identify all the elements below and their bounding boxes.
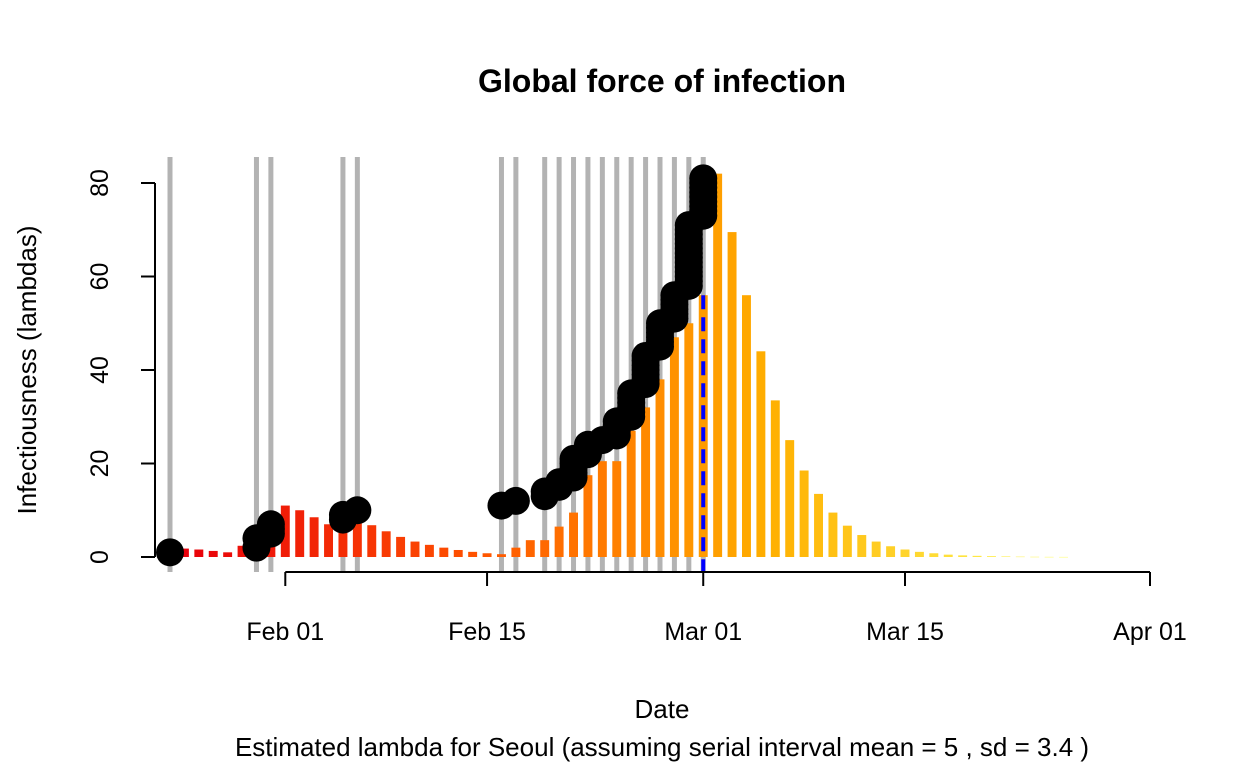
lambda-bar	[641, 407, 651, 557]
lambda-bar	[583, 475, 593, 557]
lambda-bar	[453, 549, 463, 557]
lambda-bar	[958, 555, 968, 557]
lambda-bar	[626, 430, 636, 557]
lambda-bar	[439, 547, 449, 557]
y-tick-label: 40	[86, 356, 114, 384]
lambda-bar	[972, 555, 982, 557]
case-point	[156, 538, 184, 567]
lambda-bar	[424, 544, 434, 557]
lambda-bar	[280, 505, 290, 557]
lambda-bar	[713, 173, 723, 557]
lambda-bar	[525, 540, 535, 557]
lambda-bar	[352, 519, 362, 557]
y-tick-label: 60	[86, 263, 114, 291]
x-tick-label: Mar 01	[664, 618, 742, 646]
x-axis-label: Date	[635, 694, 690, 724]
lambda-bar	[569, 512, 578, 557]
lambda-bar	[742, 295, 751, 557]
lambda-bar	[612, 461, 622, 557]
lambda-bar	[900, 549, 910, 557]
lambda-bar	[511, 547, 521, 557]
lambda-bars	[179, 173, 1068, 558]
lambda-bar	[929, 553, 939, 557]
lambda-bar	[814, 493, 823, 557]
lambda-bar	[410, 541, 420, 557]
lambda-bar	[237, 545, 247, 557]
case-point	[343, 496, 372, 525]
lambda-bar	[309, 517, 319, 557]
lambda-bar	[540, 540, 550, 557]
lambda-bar	[367, 525, 377, 557]
lambda-bar	[1044, 556, 1054, 558]
lambda-bar	[799, 470, 809, 557]
x-axis: Feb 01 Feb 15 Mar 01 Mar 15 Apr 01	[246, 571, 1187, 646]
lambda-bar	[381, 531, 391, 557]
chart-title: Global force of infection	[478, 63, 846, 99]
lambda-bar	[857, 535, 867, 557]
case-point	[501, 486, 530, 515]
lambda-bar	[770, 400, 780, 557]
lambda-bar	[208, 550, 218, 557]
y-tick-label: 20	[86, 450, 114, 478]
lambda-bar	[756, 351, 766, 557]
case-date-lines	[167, 157, 706, 572]
x-tick-label: Apr 01	[1113, 618, 1187, 646]
observed-case-points	[156, 164, 718, 567]
lambda-bar	[194, 549, 204, 557]
lambda-bar	[698, 295, 708, 557]
lambda-bar	[785, 440, 795, 557]
case-point	[256, 510, 285, 539]
lambda-bar	[842, 525, 852, 557]
lambda-bar	[396, 536, 406, 557]
lambda-bar	[1001, 556, 1011, 557]
lambda-bar	[482, 553, 492, 557]
lambda-bar	[468, 551, 478, 557]
y-tick-label: 0	[86, 550, 114, 564]
lambda-bar	[497, 554, 506, 557]
lambda-bar	[727, 232, 737, 557]
lambda-bar	[684, 323, 694, 557]
lambda-bar	[554, 526, 564, 557]
x-tick-label: Feb 15	[448, 618, 526, 646]
chart-subtitle: Estimated lambda for Seoul (assuming ser…	[235, 732, 1089, 762]
y-axis: 0 20 40 60 80	[86, 169, 156, 564]
y-tick-label: 80	[86, 169, 114, 197]
lambda-bar	[223, 552, 233, 557]
lambda-bar	[669, 337, 679, 557]
lambda-bar	[1030, 556, 1040, 558]
lambda-bar	[871, 541, 881, 557]
lambda-bar	[324, 524, 333, 557]
x-tick-label: Feb 01	[246, 618, 324, 646]
lambda-bar	[1015, 556, 1025, 558]
case-point	[689, 164, 718, 193]
lambda-bar	[655, 379, 665, 557]
lambda-bar	[914, 551, 924, 557]
lambda-bar	[886, 546, 896, 557]
y-axis-label: Infectiousness (lambdas)	[12, 225, 42, 514]
x-tick-label: Mar 15	[866, 618, 944, 646]
lambda-bar	[1059, 556, 1068, 558]
lambda-bar	[987, 556, 996, 557]
lambda-bar	[597, 461, 607, 557]
lambda-bar	[943, 554, 953, 557]
lambda-bar	[295, 510, 305, 557]
lambda-bar	[179, 548, 189, 557]
lambda-bar	[828, 512, 838, 557]
lambda-bar	[338, 514, 348, 557]
